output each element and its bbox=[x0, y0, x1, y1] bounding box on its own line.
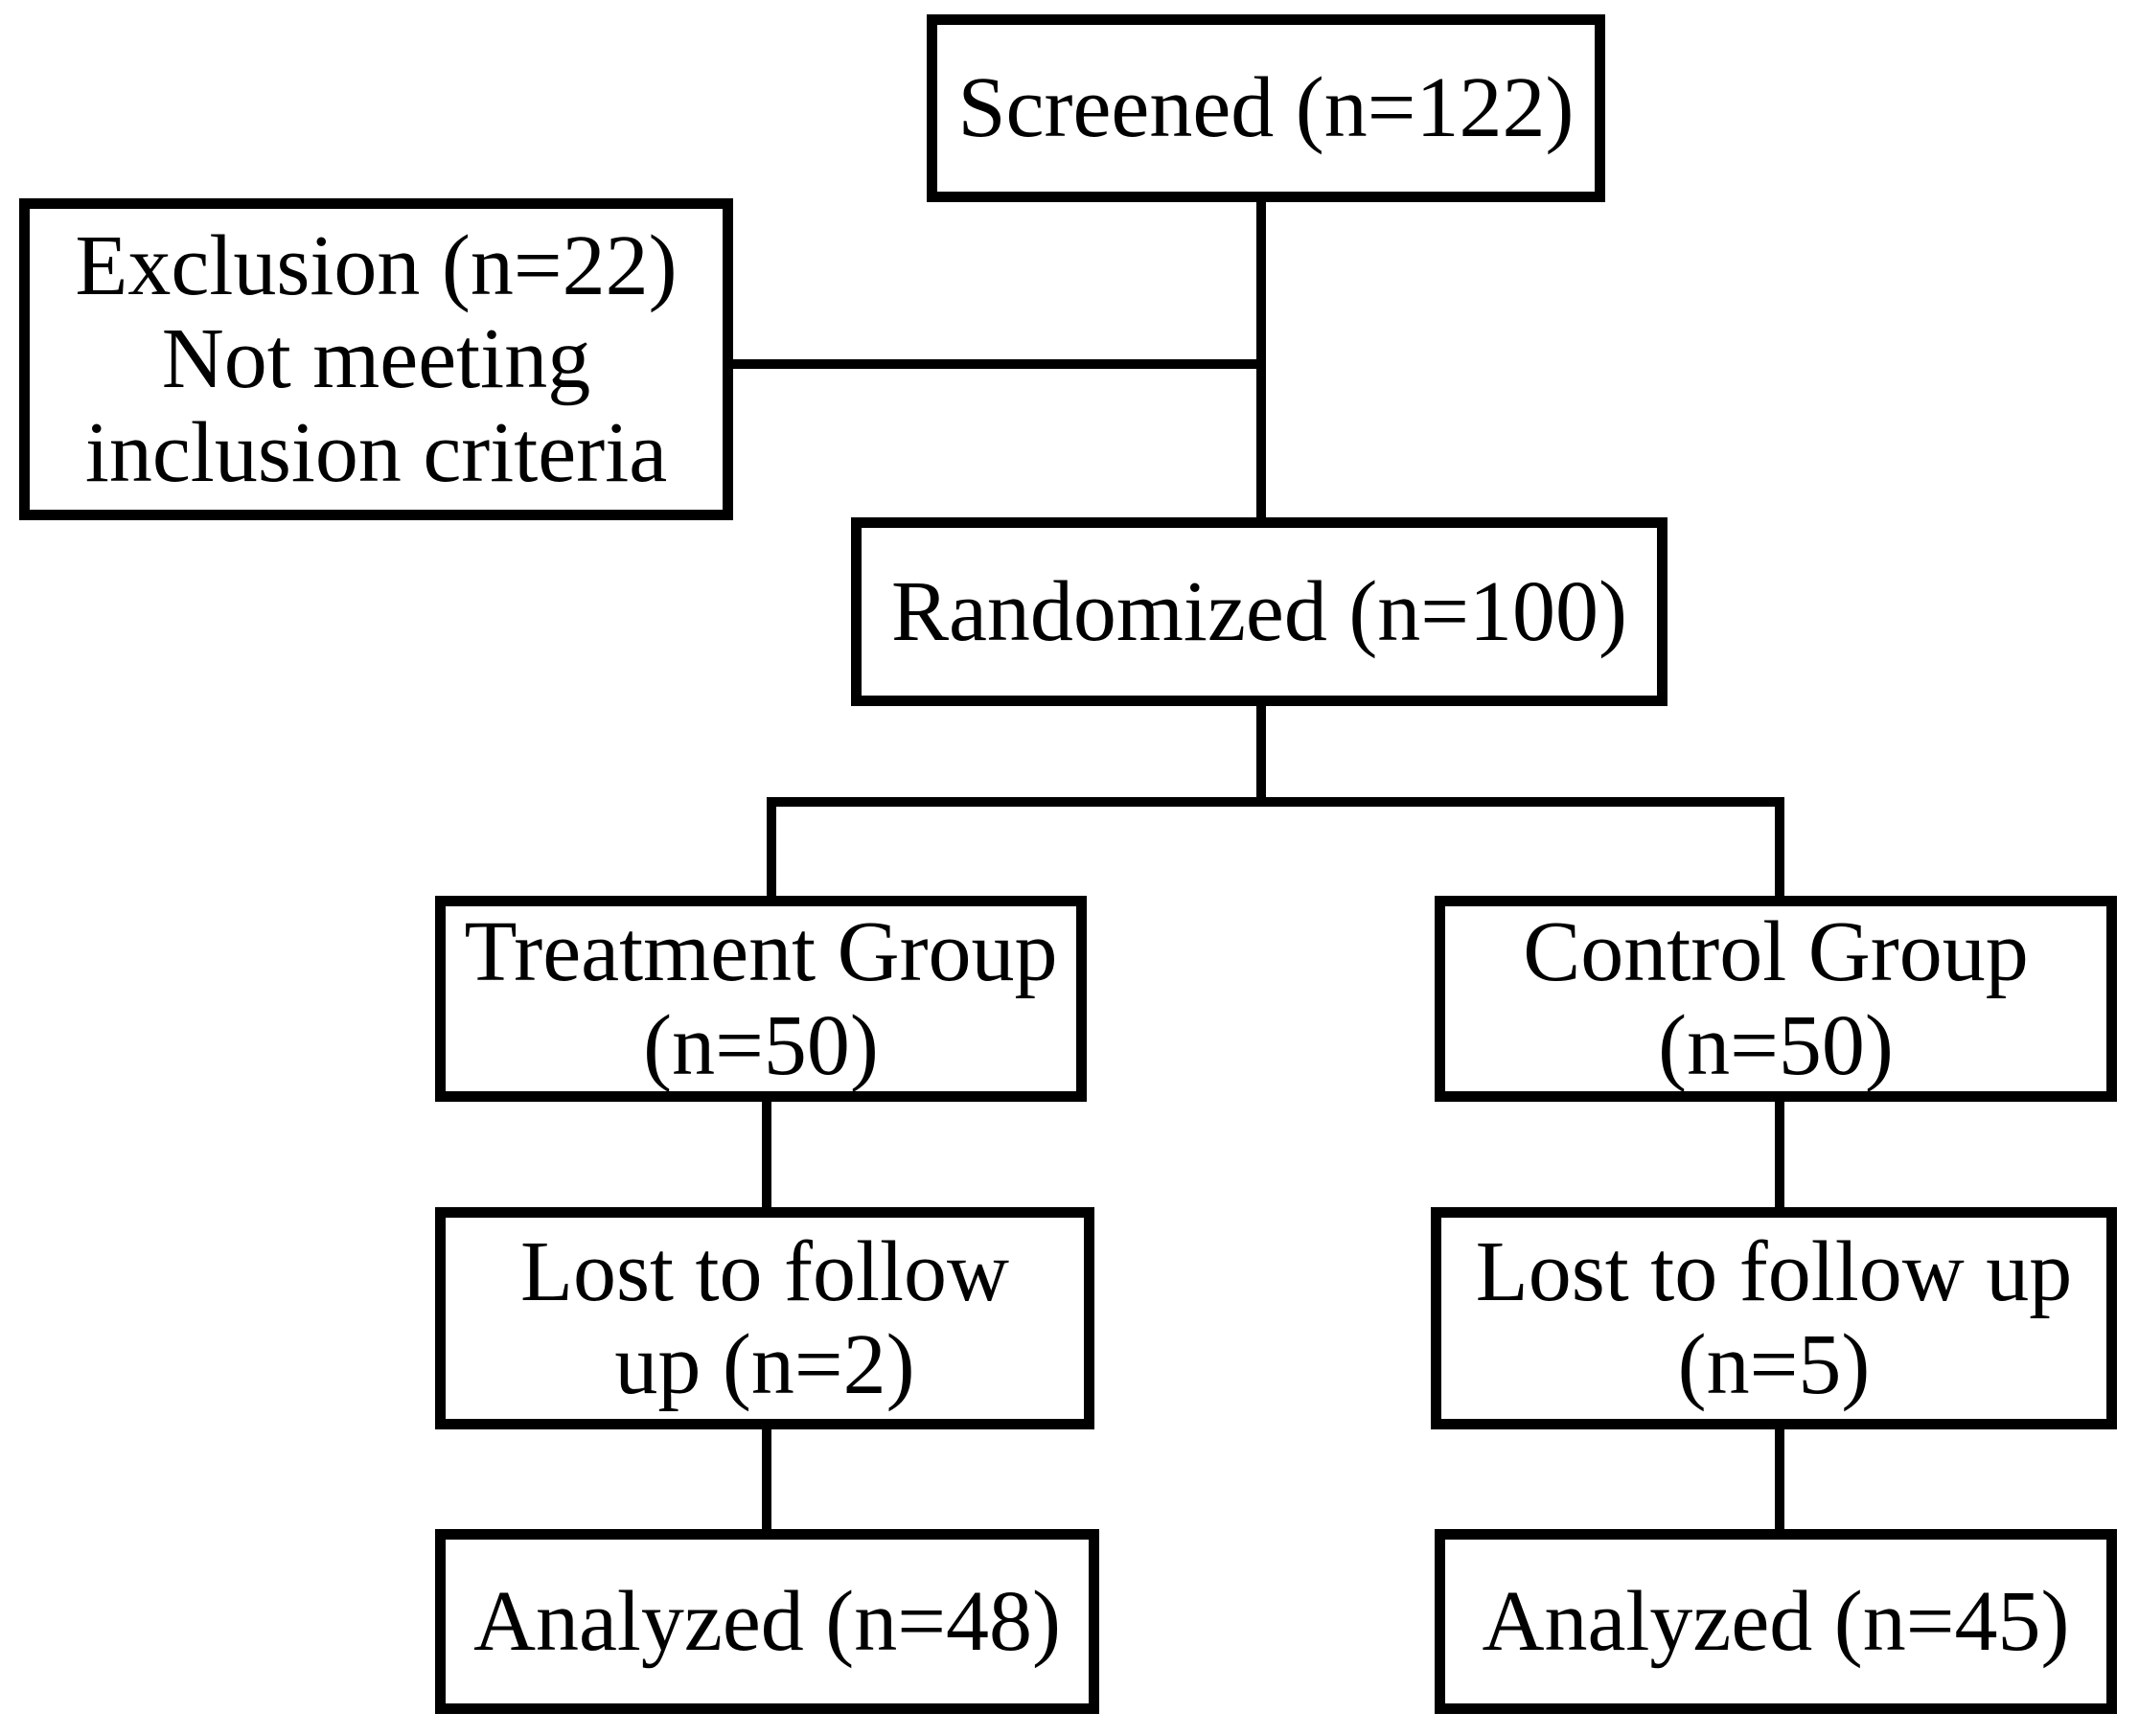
treatment-label-line2: (n=50) bbox=[643, 997, 879, 1093]
connector-control-to-lost bbox=[1775, 1102, 1784, 1207]
control-label-line2: (n=50) bbox=[1658, 997, 1894, 1093]
control-group-box: Control Group (n=50) bbox=[1435, 896, 2117, 1102]
analyzed-control-label: Analyzed (n=45) bbox=[1482, 1573, 2070, 1669]
treatment-label-line1: Treatment Group bbox=[464, 904, 1058, 1000]
randomized-label: Randomized (n=100) bbox=[890, 563, 1628, 659]
lost-followup-control-box: Lost to follow up (n=5) bbox=[1431, 1207, 2117, 1429]
exclusion-label-line1: Exclusion (n=22) bbox=[75, 218, 678, 314]
lost-control-label-line1: Lost to follow up bbox=[1475, 1223, 2073, 1319]
connector-exclusion-branch bbox=[733, 359, 1262, 369]
connector-split-to-treatment bbox=[767, 797, 776, 896]
connector-randomized-to-split bbox=[1256, 706, 1266, 802]
screened-box: Screened (n=122) bbox=[927, 14, 1605, 202]
treatment-group-box: Treatment Group (n=50) bbox=[435, 896, 1087, 1102]
analyzed-treatment-label: Analyzed (n=48) bbox=[472, 1573, 1062, 1669]
lost-followup-treatment-box: Lost to follow up (n=2) bbox=[435, 1207, 1094, 1429]
exclusion-label-line3: inclusion criteria bbox=[84, 404, 668, 500]
lost-treatment-label-line2: up (n=2) bbox=[614, 1317, 915, 1412]
lost-control-label-line2: (n=5) bbox=[1677, 1317, 1871, 1412]
connector-split-to-control bbox=[1775, 797, 1784, 896]
lost-treatment-label-line1: Lost to follow bbox=[520, 1223, 1009, 1319]
connector-split-horizontal bbox=[767, 797, 1784, 807]
randomized-box: Randomized (n=100) bbox=[851, 517, 1668, 706]
control-label-line1: Control Group bbox=[1523, 904, 2029, 1000]
exclusion-label-line2: Not meeting bbox=[161, 311, 591, 407]
connector-lost-to-analyzed-left bbox=[762, 1429, 771, 1529]
connector-treatment-to-lost bbox=[762, 1102, 771, 1207]
exclusion-box: Exclusion (n=22) Not meeting inclusion c… bbox=[19, 198, 733, 520]
analyzed-control-box: Analyzed (n=45) bbox=[1435, 1529, 2117, 1714]
screened-label: Screened (n=122) bbox=[957, 60, 1575, 156]
connector-lost-to-analyzed-right bbox=[1775, 1429, 1784, 1529]
analyzed-treatment-box: Analyzed (n=48) bbox=[435, 1529, 1099, 1714]
